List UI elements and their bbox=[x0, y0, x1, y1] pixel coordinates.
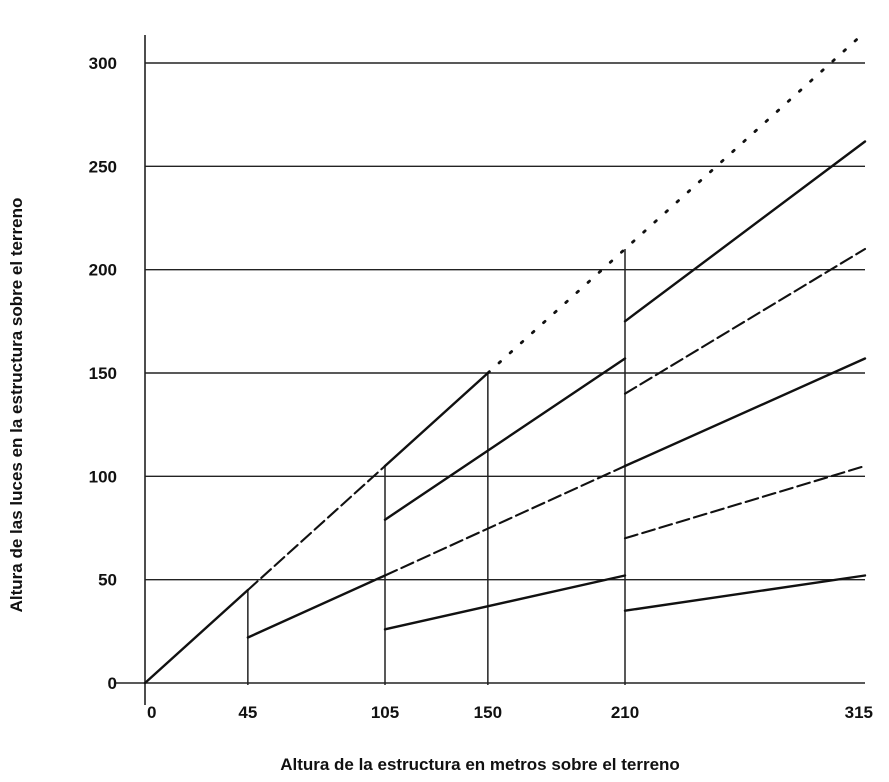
series-line-4 bbox=[486, 30, 867, 375]
y-tick-label-150: 150 bbox=[89, 364, 117, 383]
x-tick-labels: 0 45 105 150 210 315 bbox=[147, 703, 873, 722]
series-line-13 bbox=[623, 140, 867, 323]
y-tick-label-200: 200 bbox=[89, 261, 117, 280]
x-tick-label-45: 45 bbox=[238, 703, 257, 722]
series-line-8 bbox=[383, 574, 627, 631]
series-line-2 bbox=[246, 464, 387, 592]
x-tick-label-105: 105 bbox=[371, 703, 399, 722]
x-axis-title: Altura de la estructura en metros sobre … bbox=[280, 755, 680, 774]
x-tick-label-210: 210 bbox=[611, 703, 639, 722]
series-line-7 bbox=[623, 357, 867, 468]
series-line-12 bbox=[623, 247, 867, 395]
series-line-1 bbox=[143, 588, 250, 685]
series-lines bbox=[143, 30, 867, 685]
grid-lines bbox=[145, 62, 865, 581]
y-tick-label-0: 0 bbox=[108, 674, 117, 693]
y-tick-labels: 0 50 100 150 200 250 300 bbox=[89, 54, 117, 693]
x-tick-label-150: 150 bbox=[474, 703, 502, 722]
x-tick-label-0: 0 bbox=[147, 703, 156, 722]
y-tick-label-100: 100 bbox=[89, 467, 117, 486]
series-line-11 bbox=[623, 464, 867, 540]
series-line-9 bbox=[383, 357, 627, 521]
x-tick-label-315: 315 bbox=[845, 703, 873, 722]
series-line-5 bbox=[246, 574, 387, 639]
y-tick-label-250: 250 bbox=[89, 157, 117, 176]
y-tick-label-300: 300 bbox=[89, 54, 117, 73]
drop-lines bbox=[247, 249, 626, 685]
series-line-10 bbox=[623, 574, 867, 612]
y-axis-title: Altura de las luces en la estructura sob… bbox=[7, 198, 26, 613]
series-line-6 bbox=[383, 464, 627, 577]
y-tick-label-50: 50 bbox=[98, 571, 117, 590]
axes bbox=[115, 35, 865, 705]
series-line-3 bbox=[383, 371, 490, 468]
